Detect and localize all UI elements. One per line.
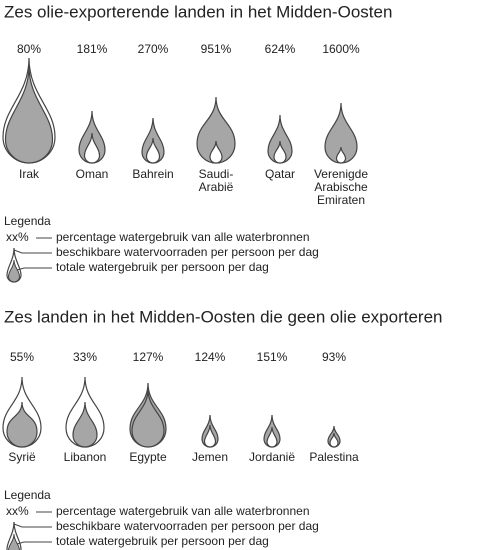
country-name: Arabische <box>314 180 368 194</box>
percentage: 1600% <box>322 42 360 56</box>
percentage: 270% <box>138 42 169 56</box>
percentage: 124% <box>195 350 226 364</box>
country-name: Saudi- <box>199 167 234 181</box>
legend-item: beschikbare watervoorraden per persoon p… <box>56 245 319 259</box>
water-drop <box>209 140 223 164</box>
country-name: Arabië <box>199 180 234 194</box>
percentage: 151% <box>257 350 288 364</box>
country-name: Verenigde <box>314 167 368 181</box>
legend-title: Legenda <box>4 488 51 502</box>
legend-item: totale watergebruik per persoon per dag <box>56 260 269 274</box>
legend-drop <box>7 259 21 283</box>
water-drop <box>83 132 101 164</box>
legend-title: Legenda <box>4 214 51 228</box>
panel-title: Zes olie-exporterende landen in het Midd… <box>4 2 392 21</box>
country-name: Qatar <box>265 167 295 181</box>
water-drop <box>131 388 165 448</box>
legend-line <box>16 267 52 271</box>
country-name: Jemen <box>192 450 228 464</box>
legend-line <box>13 523 52 528</box>
legend-line <box>16 541 52 545</box>
water-drop <box>145 137 161 164</box>
water-drop <box>266 426 278 448</box>
water-drop <box>72 401 98 448</box>
water-drop <box>203 424 217 448</box>
water-drop <box>6 401 38 448</box>
water-drop <box>4 65 54 164</box>
legend-item: totale watergebruik per persoon per dag <box>56 534 269 548</box>
percentage: 951% <box>201 42 232 56</box>
legend-symbol: xx% <box>6 504 29 518</box>
legend-drop <box>8 533 20 550</box>
water-drop <box>329 432 339 448</box>
percentage: 127% <box>133 350 164 364</box>
country-name: Egypte <box>129 450 167 464</box>
panel-title: Zes landen in het Midden-Oosten die geen… <box>4 307 443 326</box>
legend-item: beschikbare watervoorraden per persoon p… <box>56 519 319 533</box>
percentage: 80% <box>17 42 41 56</box>
percentage: 181% <box>77 42 108 56</box>
percentage: 93% <box>322 350 346 364</box>
country-name: Oman <box>76 167 109 181</box>
percentage: 55% <box>10 350 34 364</box>
country-name: Palestina <box>309 450 359 464</box>
country-name: Bahrein <box>132 167 173 181</box>
water-drop <box>335 146 347 164</box>
country-name: Libanon <box>64 450 107 464</box>
percentage: 624% <box>265 42 296 56</box>
country-name: Emiraten <box>317 193 365 207</box>
country-name: Syrië <box>8 450 36 464</box>
legend-symbol: xx% <box>6 230 29 244</box>
legend-item: percentage watergebruik van alle waterbr… <box>56 504 310 518</box>
water-drop <box>273 140 287 164</box>
percentage: 33% <box>73 350 97 364</box>
country-name: Irak <box>19 167 40 181</box>
country-name: Jordanië <box>249 450 295 464</box>
legend-line <box>13 249 52 254</box>
legend-item: percentage watergebruik van alle waterbr… <box>56 230 310 244</box>
